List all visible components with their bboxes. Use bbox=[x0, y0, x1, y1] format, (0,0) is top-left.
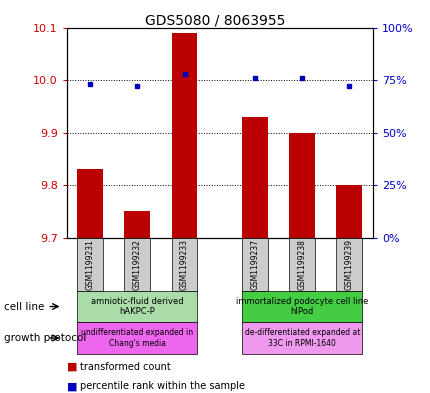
Text: GSM1199233: GSM1199233 bbox=[180, 239, 189, 290]
Text: GSM1199239: GSM1199239 bbox=[344, 239, 353, 290]
Bar bbox=[242, 117, 267, 238]
Text: cell line: cell line bbox=[4, 301, 45, 312]
Text: de-differentiated expanded at
33C in RPMI-1640: de-differentiated expanded at 33C in RPM… bbox=[244, 328, 359, 348]
Bar bbox=[335, 185, 361, 238]
Text: growth protocol: growth protocol bbox=[4, 333, 86, 343]
Bar bbox=[77, 169, 103, 238]
Text: immortalized podocyte cell line
hIPod: immortalized podocyte cell line hIPod bbox=[236, 297, 368, 316]
Text: GSM1199232: GSM1199232 bbox=[132, 239, 141, 290]
Text: amniotic-fluid derived
hAKPC-P: amniotic-fluid derived hAKPC-P bbox=[91, 297, 183, 316]
Bar bbox=[124, 211, 150, 238]
Text: percentile rank within the sample: percentile rank within the sample bbox=[80, 381, 244, 391]
Text: GSM1199237: GSM1199237 bbox=[250, 239, 259, 290]
Text: transformed count: transformed count bbox=[80, 362, 170, 371]
Text: ■: ■ bbox=[67, 381, 77, 391]
Text: GSM1199238: GSM1199238 bbox=[297, 239, 306, 290]
Text: ■: ■ bbox=[67, 362, 77, 371]
Bar bbox=[289, 132, 314, 238]
Text: undifferentiated expanded in
Chang's media: undifferentiated expanded in Chang's med… bbox=[81, 328, 193, 348]
Bar bbox=[171, 33, 197, 238]
Text: GDS5080 / 8063955: GDS5080 / 8063955 bbox=[145, 14, 285, 28]
Text: GSM1199231: GSM1199231 bbox=[86, 239, 95, 290]
